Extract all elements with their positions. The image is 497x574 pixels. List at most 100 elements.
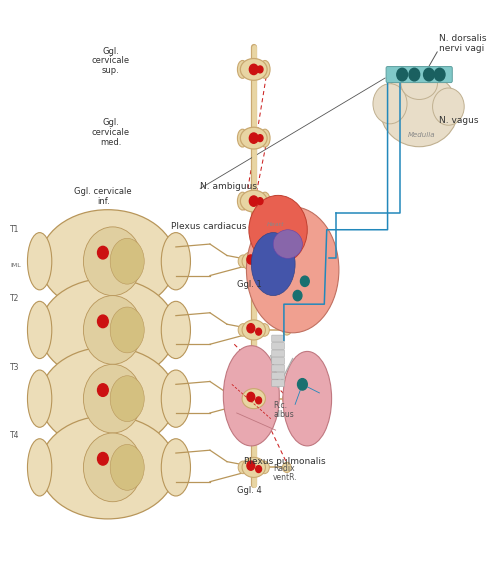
Ellipse shape <box>83 227 142 296</box>
Circle shape <box>298 379 307 390</box>
Text: N. vagus: N. vagus <box>439 117 478 126</box>
Circle shape <box>257 135 263 142</box>
Ellipse shape <box>401 68 437 99</box>
Ellipse shape <box>27 439 52 496</box>
Circle shape <box>397 68 408 81</box>
Ellipse shape <box>282 256 291 266</box>
Ellipse shape <box>223 346 279 446</box>
FancyBboxPatch shape <box>386 67 452 83</box>
Ellipse shape <box>282 394 291 404</box>
Circle shape <box>247 255 255 264</box>
Ellipse shape <box>27 232 52 290</box>
Ellipse shape <box>83 296 142 364</box>
Ellipse shape <box>27 370 52 427</box>
Circle shape <box>257 197 263 204</box>
Ellipse shape <box>242 251 265 272</box>
Text: Plexus cardiacus: Plexus cardiacus <box>171 222 247 231</box>
Text: T3: T3 <box>10 363 20 372</box>
Ellipse shape <box>162 232 190 290</box>
FancyBboxPatch shape <box>272 343 284 350</box>
Ellipse shape <box>83 364 142 433</box>
Circle shape <box>249 196 258 206</box>
Ellipse shape <box>273 230 302 258</box>
Ellipse shape <box>282 325 291 335</box>
Ellipse shape <box>282 462 291 472</box>
Text: N. dorsalis
nervi vagi: N. dorsalis nervi vagi <box>439 34 486 53</box>
Ellipse shape <box>242 457 265 478</box>
Ellipse shape <box>249 195 307 264</box>
Text: Ggl. cervicale
inf.: Ggl. cervicale inf. <box>75 187 132 206</box>
Circle shape <box>301 276 309 286</box>
Text: T2: T2 <box>10 294 20 303</box>
Ellipse shape <box>238 461 248 474</box>
Ellipse shape <box>242 320 265 340</box>
FancyBboxPatch shape <box>272 380 284 387</box>
Ellipse shape <box>238 60 248 78</box>
Ellipse shape <box>238 324 248 336</box>
Ellipse shape <box>27 301 52 359</box>
Text: Ggl. 4: Ggl. 4 <box>237 486 261 495</box>
Circle shape <box>97 452 108 465</box>
Text: Medulla: Medulla <box>408 132 435 138</box>
Text: Plexus pulmonalis: Plexus pulmonalis <box>244 457 326 466</box>
Text: T1: T1 <box>10 225 20 234</box>
Ellipse shape <box>283 351 331 446</box>
Circle shape <box>255 466 261 472</box>
Text: R.c.
albus: R.c. albus <box>273 401 294 420</box>
Circle shape <box>257 66 263 73</box>
Text: N. ambiguus: N. ambiguus <box>200 183 257 191</box>
Ellipse shape <box>110 307 144 353</box>
Ellipse shape <box>241 59 267 80</box>
Ellipse shape <box>432 88 464 125</box>
Circle shape <box>247 393 255 402</box>
Ellipse shape <box>162 439 190 496</box>
Circle shape <box>249 64 258 75</box>
Ellipse shape <box>241 190 267 212</box>
Text: Ggl.
cervicale
sup.: Ggl. cervicale sup. <box>91 46 130 75</box>
Circle shape <box>409 68 419 81</box>
Ellipse shape <box>259 461 269 474</box>
Circle shape <box>97 384 108 397</box>
Ellipse shape <box>238 393 248 405</box>
Ellipse shape <box>242 389 265 409</box>
Text: Ggl. 1: Ggl. 1 <box>237 280 261 289</box>
Ellipse shape <box>110 238 144 284</box>
Circle shape <box>255 397 261 404</box>
Circle shape <box>293 290 302 301</box>
Circle shape <box>97 246 108 259</box>
Ellipse shape <box>83 433 142 502</box>
Circle shape <box>255 328 261 335</box>
Text: Radix
ventR.: Radix ventR. <box>273 464 298 483</box>
Circle shape <box>423 68 434 81</box>
Ellipse shape <box>259 255 269 267</box>
Ellipse shape <box>260 129 270 147</box>
Ellipse shape <box>40 210 176 313</box>
FancyBboxPatch shape <box>272 373 284 379</box>
Ellipse shape <box>40 278 176 382</box>
Circle shape <box>247 461 255 470</box>
Ellipse shape <box>251 232 295 296</box>
Ellipse shape <box>162 301 190 359</box>
Ellipse shape <box>238 192 248 210</box>
Ellipse shape <box>380 72 458 147</box>
Ellipse shape <box>238 255 248 267</box>
Circle shape <box>255 259 261 266</box>
Ellipse shape <box>110 444 144 490</box>
Circle shape <box>249 133 258 144</box>
Ellipse shape <box>110 376 144 421</box>
Circle shape <box>434 68 445 81</box>
Text: IML: IML <box>10 263 21 268</box>
FancyBboxPatch shape <box>272 365 284 372</box>
Text: Heart: Heart <box>267 222 284 227</box>
Text: Ggl.
cervicale
med.: Ggl. cervicale med. <box>91 118 130 146</box>
Text: T4: T4 <box>10 432 20 440</box>
Ellipse shape <box>260 192 270 210</box>
Ellipse shape <box>162 370 190 427</box>
Ellipse shape <box>40 347 176 450</box>
FancyBboxPatch shape <box>272 358 284 364</box>
FancyBboxPatch shape <box>272 335 284 342</box>
Circle shape <box>97 315 108 328</box>
Ellipse shape <box>260 60 270 78</box>
Ellipse shape <box>259 393 269 405</box>
Ellipse shape <box>373 84 407 124</box>
